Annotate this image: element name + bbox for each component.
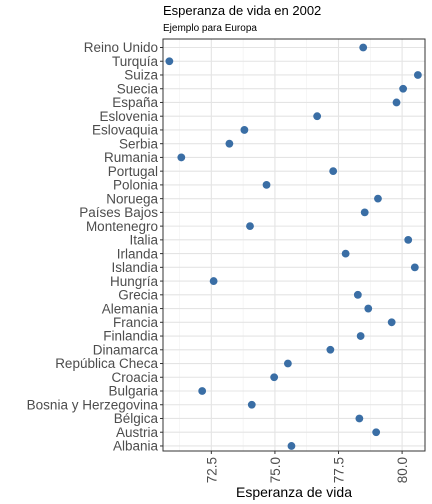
category-label: Bulgaria	[108, 384, 158, 399]
category-labels: Reino UnidoTurquíaSuizaSueciaEspañaEslov…	[27, 40, 163, 454]
data-point	[353, 290, 362, 299]
data-point	[356, 332, 365, 340]
data-point	[240, 126, 249, 134]
data-point	[355, 414, 364, 423]
data-point	[262, 181, 271, 189]
category-label: Francia	[113, 315, 159, 330]
category-label: España	[112, 95, 158, 110]
data-point	[359, 43, 368, 52]
data-point	[177, 153, 186, 162]
category-label: Suiza	[124, 68, 158, 83]
category-label: Noruega	[106, 191, 158, 206]
category-label: Finlandia	[103, 329, 158, 344]
category-label: Italia	[129, 233, 158, 248]
data-point	[364, 304, 373, 313]
chart-title: Esperanza de vida en 2002	[163, 3, 321, 18]
data-point	[326, 345, 335, 354]
x-tick-label: 72.5	[204, 457, 219, 483]
category-label: Portugal	[108, 164, 158, 179]
category-label: Montenegro	[86, 219, 158, 234]
category-label: Grecia	[118, 288, 158, 303]
data-point	[387, 318, 396, 327]
category-label: Irlanda	[117, 246, 159, 261]
category-label: Eslovenia	[99, 109, 158, 124]
category-label: Croacia	[111, 370, 158, 385]
data-point	[287, 442, 296, 450]
data-point	[270, 373, 279, 382]
x-tick-label: 77.5	[332, 457, 347, 483]
category-label: Países Bajos	[79, 205, 158, 220]
x-tick-label: 80.0	[395, 457, 410, 483]
category-label: Bélgica	[114, 411, 159, 426]
data-point	[329, 167, 338, 176]
category-label: Rumania	[104, 150, 159, 165]
data-point	[313, 112, 322, 121]
x-tick-label: 75.0	[268, 457, 283, 483]
category-label: Eslovaquia	[92, 123, 159, 138]
data-point	[198, 387, 207, 395]
category-label: Turquía	[112, 54, 159, 69]
plot-panel	[162, 38, 426, 452]
data-point	[392, 98, 401, 107]
panel-border	[162, 38, 426, 452]
data-point	[247, 400, 256, 409]
category-label: Austria	[116, 425, 159, 440]
category-label: Islandia	[111, 260, 158, 275]
data-points	[165, 43, 422, 450]
data-point	[225, 139, 234, 148]
data-point	[209, 277, 218, 285]
data-point	[246, 222, 254, 231]
category-label: Albania	[113, 439, 159, 454]
data-point	[283, 359, 292, 368]
data-point	[410, 263, 419, 272]
data-point	[374, 194, 382, 203]
category-label: Bosnia y Herzegovina	[27, 397, 159, 412]
category-label: República Checa	[55, 356, 158, 371]
category-label: Suecia	[117, 81, 159, 96]
chart-subtitle: Ejemplo para Europa	[163, 23, 257, 34]
category-label: Dinamarca	[93, 342, 159, 357]
data-point	[399, 84, 408, 93]
category-label: Serbia	[119, 136, 159, 151]
x-axis-title: Esperanza de vida	[236, 484, 352, 500]
data-point	[165, 57, 174, 66]
category-label: Alemania	[102, 301, 159, 316]
data-point	[341, 249, 350, 258]
category-label: Polonia	[113, 178, 159, 193]
category-label: Reino Unido	[84, 40, 158, 55]
data-point	[413, 71, 422, 79]
data-point	[404, 235, 413, 244]
x-axis-ticks: 72.5 75.0 77.5 80.0	[204, 451, 410, 483]
data-point	[372, 428, 381, 437]
data-point	[360, 208, 369, 217]
category-label: Hungría	[110, 274, 159, 289]
